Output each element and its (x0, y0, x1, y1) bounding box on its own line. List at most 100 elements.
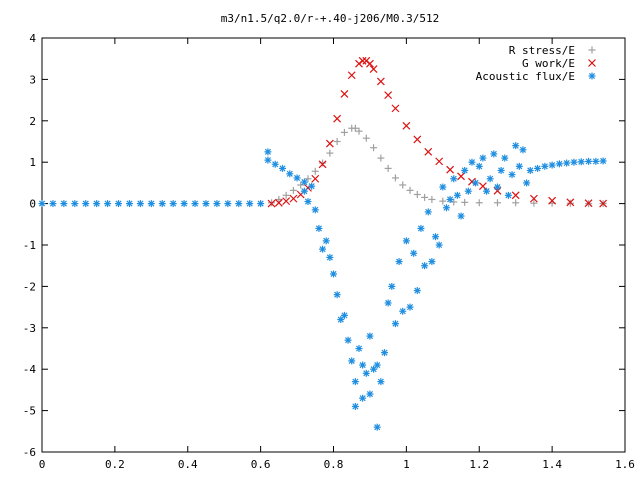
data-point (486, 175, 494, 183)
legend-label: G work/E (522, 57, 575, 70)
data-point (246, 200, 254, 208)
data-point (319, 245, 327, 253)
data-point (497, 166, 505, 174)
data-point (490, 150, 498, 158)
data-point (421, 262, 429, 270)
data-point (410, 249, 418, 257)
data-point (275, 195, 283, 203)
data-point (435, 241, 443, 249)
data-point (519, 146, 527, 154)
axis-tick-labels: 0 0.2 0.4 0.6 0.8 1 1.2 1.4 1.6 4 3 2 1 0 -1 -2 -3 -4 -5 -6 (23, 32, 635, 471)
data-point (351, 124, 359, 132)
x-tick-label: 1.2 (469, 458, 489, 471)
data-point (384, 91, 393, 100)
data-point (158, 200, 166, 208)
data-point (38, 200, 46, 208)
data-point (563, 159, 571, 167)
data-point (289, 194, 298, 203)
data-point (264, 148, 272, 156)
data-point (376, 77, 385, 86)
data-point (384, 299, 392, 307)
data-point (235, 200, 243, 208)
data-point (512, 199, 520, 207)
data-point (566, 198, 575, 207)
data-point (461, 198, 469, 206)
data-point (300, 187, 308, 195)
data-point (472, 179, 480, 187)
series-2 (38, 142, 607, 431)
data-point (333, 291, 341, 299)
data-point (599, 157, 607, 165)
data-point (344, 336, 352, 344)
data-point (82, 200, 90, 208)
data-point (584, 199, 593, 208)
data-point (325, 139, 334, 148)
data-point (286, 170, 294, 178)
data-point (125, 200, 133, 208)
data-point (395, 258, 403, 266)
data-point (391, 104, 400, 113)
data-point (475, 162, 483, 170)
data-point (304, 198, 312, 206)
data-point (446, 195, 454, 203)
data-point (391, 174, 399, 182)
data-point (461, 166, 469, 174)
y-tick-label: -4 (23, 363, 37, 376)
data-point (308, 182, 316, 190)
data-point (402, 237, 410, 245)
data-point (104, 200, 112, 208)
data-point (169, 200, 177, 208)
data-point (315, 224, 323, 232)
data-point (330, 270, 337, 278)
data-point (311, 206, 319, 214)
data-point (523, 179, 531, 187)
data-point (319, 159, 327, 167)
data-point (257, 200, 265, 208)
data-point (362, 134, 370, 142)
data-point (340, 311, 348, 319)
data-point (399, 181, 407, 189)
data-point (293, 174, 301, 182)
data-point (191, 200, 199, 208)
series-layer (38, 56, 608, 431)
y-tick-label: 1 (29, 156, 36, 169)
data-point (300, 178, 308, 186)
y-tick-label: 4 (29, 32, 36, 45)
data-point (483, 187, 491, 195)
data-point (381, 349, 389, 357)
data-point (450, 175, 458, 183)
data-point (391, 320, 399, 328)
data-point (417, 224, 425, 232)
data-point (60, 200, 68, 208)
plot-frame (41, 37, 626, 453)
data-point (406, 303, 414, 311)
data-point (548, 196, 557, 205)
data-point (511, 191, 520, 200)
data-point (304, 175, 312, 183)
data-point (366, 59, 374, 68)
data-point (93, 200, 101, 208)
data-point (224, 200, 232, 208)
data-point (369, 65, 378, 73)
data-point (373, 423, 381, 431)
data-point (213, 200, 221, 208)
data-point (468, 158, 476, 166)
data-point (311, 174, 320, 183)
data-point (359, 394, 367, 402)
data-point (147, 200, 155, 208)
data-point (493, 183, 501, 191)
legend-marker (588, 72, 596, 80)
data-point (282, 191, 290, 199)
data-point (49, 200, 57, 208)
legend-marker (588, 46, 596, 54)
data-point (555, 160, 563, 168)
data-point (355, 127, 363, 135)
data-point (271, 160, 279, 168)
data-point (399, 307, 407, 315)
data-point (493, 199, 501, 207)
chart-title: m3/n1.5/q2.0/r-+.40-j206/M0.3/512 (221, 12, 440, 25)
data-point (366, 332, 374, 340)
y-tick-label: 3 (29, 73, 36, 86)
